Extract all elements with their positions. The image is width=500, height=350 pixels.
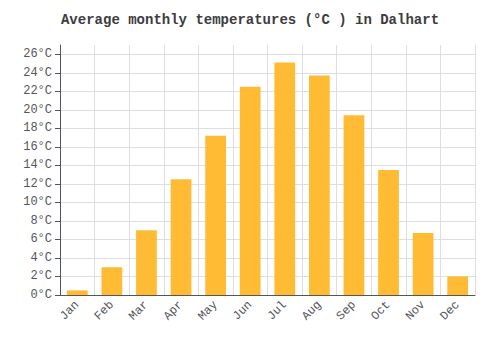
svg-text:Oct: Oct bbox=[368, 298, 393, 323]
svg-text:Mar: Mar bbox=[126, 298, 151, 323]
svg-text:18°C: 18°C bbox=[23, 121, 52, 135]
svg-text:0°C: 0°C bbox=[30, 288, 52, 302]
svg-text:Average monthly temperatures (: Average monthly temperatures (°C ) in Da… bbox=[61, 12, 439, 28]
svg-text:Dec: Dec bbox=[438, 298, 463, 323]
svg-text:24°C: 24°C bbox=[23, 66, 52, 80]
svg-text:4°C: 4°C bbox=[30, 251, 52, 265]
svg-text:2°C: 2°C bbox=[30, 269, 52, 283]
svg-text:12°C: 12°C bbox=[23, 177, 52, 191]
svg-text:Jun: Jun bbox=[230, 298, 255, 323]
svg-text:26°C: 26°C bbox=[23, 47, 52, 61]
svg-text:22°C: 22°C bbox=[23, 84, 52, 98]
svg-text:Apr: Apr bbox=[161, 298, 186, 323]
svg-text:16°C: 16°C bbox=[23, 140, 52, 154]
svg-text:Sep: Sep bbox=[334, 298, 359, 323]
svg-text:Aug: Aug bbox=[299, 298, 324, 323]
svg-text:8°C: 8°C bbox=[30, 214, 52, 228]
svg-text:20°C: 20°C bbox=[23, 103, 52, 117]
svg-text:Feb: Feb bbox=[92, 298, 117, 323]
svg-text:Nov: Nov bbox=[403, 298, 428, 323]
svg-text:Jul: Jul bbox=[265, 298, 290, 323]
svg-text:6°C: 6°C bbox=[30, 232, 52, 246]
svg-text:May: May bbox=[195, 298, 220, 323]
svg-text:Jan: Jan bbox=[57, 298, 82, 323]
svg-text:10°C: 10°C bbox=[23, 195, 52, 209]
svg-text:14°C: 14°C bbox=[23, 158, 52, 172]
